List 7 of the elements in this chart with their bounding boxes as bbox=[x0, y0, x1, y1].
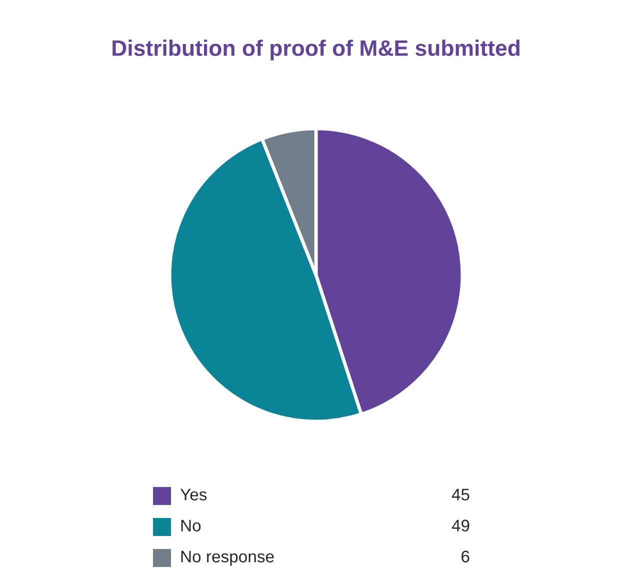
data-label: 6 bbox=[462, 550, 470, 562]
chart-title: Distribution of proof of M&E submitted bbox=[112, 40, 520, 60]
data-label: 45 bbox=[452, 488, 470, 500]
legend-label: No response bbox=[181, 550, 274, 566]
legend-label: Yes bbox=[180, 488, 207, 500]
legend-label: No bbox=[181, 520, 201, 532]
data-label: 49 bbox=[452, 520, 470, 532]
